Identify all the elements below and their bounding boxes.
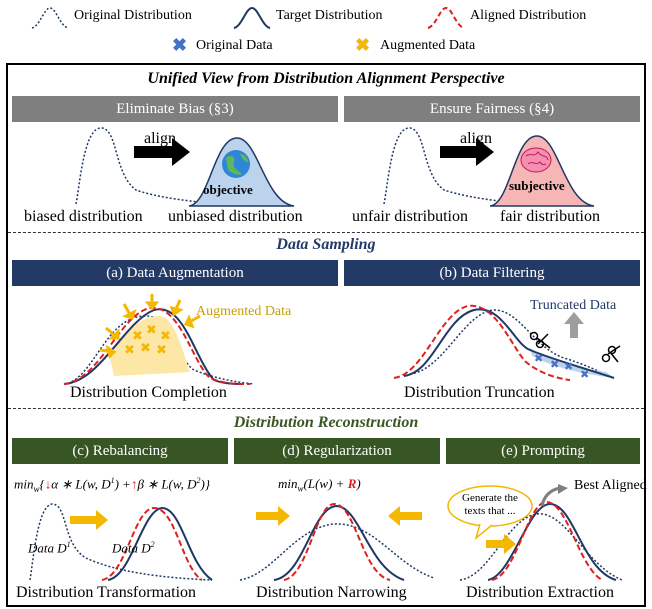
sun-rays-icon: [99, 294, 201, 359]
svg-text:✖: ✖: [146, 323, 157, 338]
formula-alpha: α ∗ L(w, D: [51, 476, 111, 492]
data-augmentation-header: (a) Data Augmentation: [12, 260, 338, 286]
subjective-label: subjective: [509, 178, 565, 193]
svg-text:✖: ✖: [564, 360, 573, 373]
section1-title: Unified View from Distribution Alignment…: [147, 70, 505, 87]
shift-arrow-icon: [70, 510, 108, 530]
legend-target-distribution: Target Distribution: [276, 8, 383, 23]
prompting-header: (e) Prompting: [446, 438, 640, 464]
svg-text:✖: ✖: [124, 343, 135, 358]
formula-beta: β ∗ L(w, D: [137, 476, 197, 492]
formula-mid: ) +: [114, 476, 131, 492]
regularization-formula: minw(L(w) + R): [278, 476, 361, 494]
legend-original-data: Original Data: [196, 38, 273, 53]
scissors-icon: [529, 331, 551, 349]
svg-text:✖: ✖: [132, 329, 143, 344]
distribution-completion-label: Distribution Completion: [70, 384, 227, 401]
legend-augmented-data: Augmented Data: [380, 38, 476, 53]
globe-icon: [222, 150, 250, 178]
ensure-fairness-header: Ensure Fairness (§4): [344, 96, 640, 122]
regularization-diagram: [239, 502, 435, 581]
legend-aligned-distribution: Aligned Distribution: [470, 8, 587, 23]
distribution-transformation-label: Distribution Transformation: [16, 584, 197, 601]
data-d1-text: Data D: [28, 540, 67, 556]
data-d2-text: Data D: [112, 540, 151, 556]
prompt-arrow-icon: [486, 534, 516, 554]
fairness-diagram: [383, 127, 595, 207]
prompting-diagram: [447, 484, 623, 581]
reg-r: R: [347, 476, 357, 491]
align-label-1: align: [144, 130, 176, 147]
legend-original-distribution: Original Distribution: [74, 8, 192, 23]
section3-title: Distribution Reconstruction: [233, 414, 419, 431]
data-d1-label: Data D1: [28, 540, 71, 556]
best-aligned-label: Best Aligned: [574, 478, 647, 493]
data-d1-sup: 1: [66, 540, 71, 549]
formula-end: )}: [200, 476, 211, 492]
svg-text:✖: ✖: [140, 341, 151, 356]
rebalancing-formula: minw{↓α ∗ L(w, D1) +↑β ∗ L(w, D2)}: [14, 476, 210, 494]
eliminate-bias-header: Eliminate Bias (§3): [12, 96, 338, 122]
formula-sup2: 2: [196, 476, 201, 485]
align-label-2: align: [460, 130, 492, 147]
truncated-data-label: Truncated Data: [530, 298, 617, 313]
legend-aligned-curve-icon: [427, 6, 465, 29]
reg-body: (L(w) +: [303, 476, 348, 491]
filtering-diagram: ✖ ✖ ✖ ✖: [393, 304, 621, 381]
svg-text:✖: ✖: [156, 343, 167, 358]
formula-sup1: 1: [110, 476, 115, 485]
legend-original-data-icon: ✖: [172, 35, 188, 55]
align-arrow-icon-2: [440, 138, 494, 166]
augmentation-diagram: ✖ ✖ ✖ ✖ ✖✖: [63, 294, 255, 385]
distribution-truncation-label: Distribution Truncation: [404, 384, 555, 401]
regularization-header: (d) Regularization: [234, 438, 440, 464]
up-arrow-icon: ↑: [130, 476, 138, 492]
align-arrow-icon: [134, 138, 190, 166]
formula-sub: w: [33, 483, 40, 494]
svg-text:✖: ✖: [534, 352, 543, 365]
distribution-extraction-label: Distribution Extraction: [466, 584, 614, 601]
fair-distribution-label: fair distribution: [500, 208, 600, 225]
unfair-distribution-label: unfair distribution: [352, 208, 468, 225]
rebalancing-header: (c) Rebalancing: [12, 438, 228, 464]
reg-end: ): [356, 476, 361, 491]
bubble-text: Generate the texts that ...: [462, 492, 518, 517]
svg-text:✖: ✖: [580, 368, 589, 381]
svg-text:✖: ✖: [160, 329, 171, 344]
formula-brace: {: [39, 476, 45, 492]
data-d2-label: Data D2: [112, 540, 155, 556]
main-frame: [6, 63, 646, 607]
down-arrow-icon: ↓: [44, 476, 52, 492]
divider-2: [8, 408, 644, 409]
augmented-data-label: Augmented Data: [196, 304, 292, 319]
scissors-icon-2: [601, 345, 621, 363]
distribution-narrowing-label: Distribution Narrowing: [256, 584, 407, 601]
divider-1: [8, 232, 644, 233]
formula-min: min: [14, 476, 34, 492]
data-d2-sup: 2: [150, 540, 155, 549]
bias-diagram: [75, 127, 295, 207]
reg-min: min: [278, 476, 298, 491]
reg-sub: w: [297, 483, 304, 494]
legend-original-curve-icon: [31, 7, 69, 29]
biased-distribution-label: biased distribution: [24, 208, 143, 225]
rebalancing-diagram: [29, 503, 213, 581]
narrow-arrow-left-icon: [388, 506, 422, 526]
objective-label: objective: [203, 182, 253, 197]
curved-arrow-icon: [540, 486, 561, 507]
section2-title: Data Sampling: [276, 236, 376, 253]
data-filtering-header: (b) Data Filtering: [344, 260, 640, 286]
legend-target-curve-icon: [233, 6, 271, 29]
legend-augmented-data-icon: ✖: [355, 35, 371, 55]
svg-text:✖: ✖: [550, 358, 559, 371]
narrow-arrow-right-icon: [256, 506, 290, 526]
brain-icon: [520, 147, 552, 173]
unbiased-distribution-label: unbiased distribution: [168, 208, 303, 225]
